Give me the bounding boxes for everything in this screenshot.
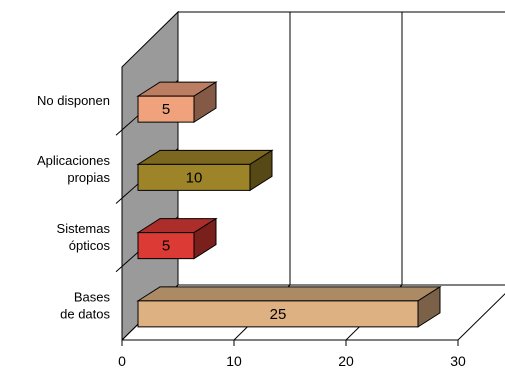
x-tick-label: 10 — [226, 353, 242, 369]
bar-top — [136, 286, 442, 302]
x-tick-label: 0 — [118, 353, 126, 369]
category-label: propias — [67, 170, 110, 185]
category-label: Aplicaciones — [37, 153, 110, 168]
x-tick-label: 30 — [450, 353, 466, 369]
bar — [137, 95, 195, 123]
bar — [137, 163, 251, 191]
category-label: Sistemas — [57, 221, 111, 236]
bar — [137, 232, 195, 260]
back-wall — [177, 11, 505, 286]
category-label: de datos — [60, 306, 110, 321]
category-label: ópticos — [69, 238, 111, 253]
x-tick-label: 20 — [338, 353, 354, 369]
bar — [137, 300, 419, 328]
bar-top — [136, 149, 274, 165]
category-label: Bases — [74, 289, 111, 304]
data-label: 25 — [270, 306, 287, 323]
data-label: 10 — [186, 169, 203, 186]
data-label: 5 — [162, 238, 170, 255]
floor-gridline — [457, 293, 505, 341]
category-label: No disponen — [37, 93, 110, 108]
data-label: 5 — [162, 101, 170, 118]
